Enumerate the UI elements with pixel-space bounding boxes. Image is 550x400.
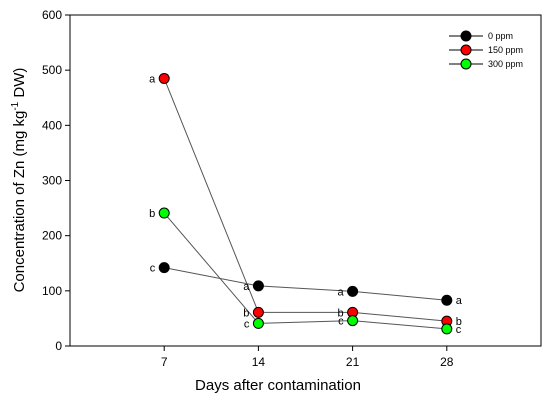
data-point: [347, 285, 359, 297]
significance-letter: c: [244, 318, 250, 330]
y-tick-label: 600: [42, 8, 62, 22]
y-tick-label: 0: [55, 339, 62, 353]
x-tick-label: 7: [161, 355, 168, 369]
y-axis-title-superscript: -1: [10, 101, 21, 110]
x-tick-label: 14: [252, 355, 266, 369]
x-axis-title: Days after contamination: [195, 377, 361, 394]
legend-label: 300 ppm: [488, 59, 523, 69]
data-point: [252, 280, 264, 292]
series-points: [158, 72, 453, 335]
legend-marker: [460, 58, 472, 70]
legend-marker: [460, 30, 472, 42]
significance-letter: b: [456, 316, 462, 328]
series-line: [163, 78, 447, 322]
y-axis-title-end: DW): [11, 68, 28, 102]
x-tick-label: 28: [440, 355, 454, 369]
y-axis-title: Concentration of Zn (mg kg-1 DW): [10, 68, 28, 293]
significance-letter: a: [337, 286, 344, 298]
significance-letter: c: [456, 324, 462, 336]
y-axis-title-main: Concentration of Zn (mg kg: [11, 111, 28, 293]
data-point: [441, 323, 453, 335]
significance-letter: c: [338, 316, 344, 328]
data-point: [347, 315, 359, 327]
series-line: [164, 267, 447, 301]
series-lines: [163, 78, 447, 330]
y-tick-label: 300: [42, 174, 62, 188]
significance-letter: a: [149, 73, 156, 85]
legend-marker: [460, 44, 472, 56]
y-tick-label: 400: [42, 118, 62, 132]
significance-letter: a: [456, 295, 463, 307]
data-point: [252, 306, 264, 318]
data-point: [441, 294, 453, 306]
data-point: [158, 207, 170, 219]
significance-letter: a: [243, 281, 250, 293]
significance-letter: b: [243, 307, 249, 319]
x-tick-label: 21: [346, 355, 360, 369]
data-point: [252, 317, 264, 329]
y-axis: 0 100 200 300 400 500 600: [42, 8, 70, 353]
y-tick-label: 200: [42, 229, 62, 243]
y-tick-label: 100: [42, 284, 62, 298]
significance-letter: b: [337, 307, 343, 319]
y-tick-label: 500: [42, 63, 62, 77]
legend-label: 150 ppm: [488, 45, 523, 55]
significance-letter: c: [150, 263, 156, 275]
data-point: [158, 72, 170, 84]
legend: 0 ppm 150 ppm 300 ppm: [449, 30, 523, 70]
legend-label: 0 ppm: [488, 31, 513, 41]
data-point: [158, 262, 170, 274]
series-line: [163, 212, 447, 330]
x-axis: 7 14 21 28: [161, 346, 454, 369]
significance-letter: b: [149, 208, 155, 220]
